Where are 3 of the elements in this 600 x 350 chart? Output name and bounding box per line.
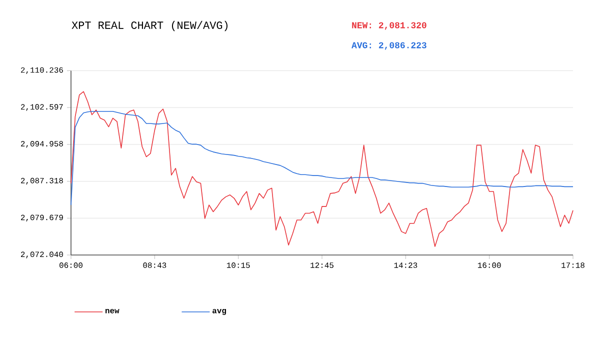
text: NEW: 2,081.320: [352, 22, 426, 30]
text: AVG: 2,086.223: [352, 42, 426, 50]
chart-title: XPT REAL CHART (NEW/AVG): [72, 20, 228, 32]
